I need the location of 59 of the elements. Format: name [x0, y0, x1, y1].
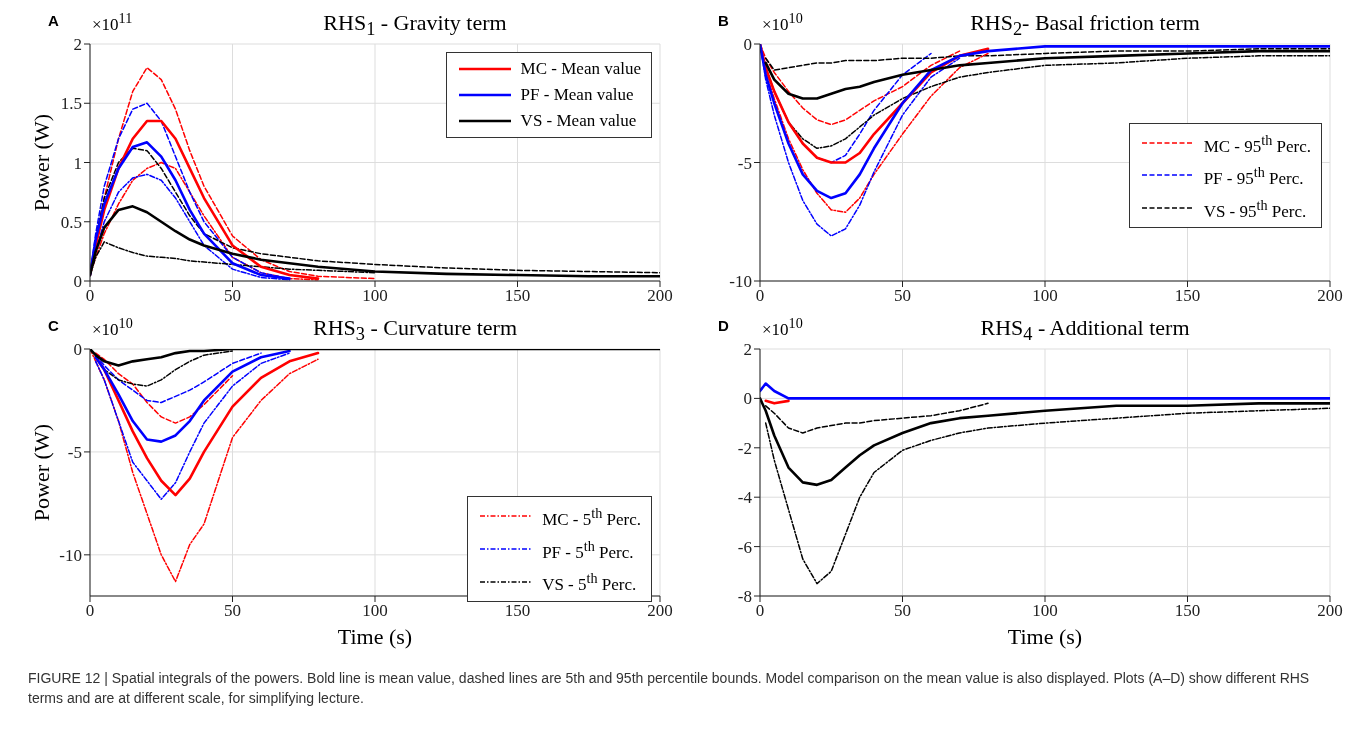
- legend-label: MC - 5$^{th}$ Perc.: [542, 504, 641, 531]
- y-tick-label: -5: [737, 153, 752, 173]
- text: ×10$^{10}$: [92, 315, 133, 339]
- y-tick-label: 0.5: [60, 212, 82, 232]
- text: ×10$^{10}$: [762, 315, 803, 339]
- legend-label: PF - 95$^{th}$ Perc.: [1203, 163, 1304, 190]
- legend-label: VS - 5$^{th}$ Perc.: [542, 569, 637, 596]
- x-tick-label: 200: [1317, 286, 1343, 306]
- chart-title: RHS$_{4}$ - Additional term: [980, 315, 1190, 345]
- text: ×10$^{10}$: [762, 10, 803, 34]
- x-tick-label: 100: [1032, 601, 1058, 621]
- x-tick-label: 150: [504, 286, 531, 306]
- y-tick-label: -4: [737, 488, 753, 508]
- y-tick-label: 0: [743, 389, 752, 409]
- y-tick-label: 1: [73, 153, 82, 173]
- y-tick-label: 1.5: [60, 94, 82, 114]
- x-tick-label: 200: [647, 286, 673, 306]
- y-tick-label: -6: [737, 537, 752, 557]
- x-tick-label: 100: [362, 286, 388, 306]
- text: ×10$^{11}$: [92, 10, 133, 34]
- y-tick-label: -2: [737, 438, 752, 458]
- x-tick-label: 150: [1174, 601, 1201, 621]
- legend-label: PF - Mean value: [520, 84, 634, 106]
- y-tick-label: 2: [743, 340, 752, 360]
- y-tick-label: 0: [73, 272, 82, 292]
- y-tick-label: 2: [73, 35, 82, 55]
- y-tick-label: -10: [729, 272, 752, 292]
- x-tick-label: 50: [894, 286, 911, 306]
- legend-label: MC - Mean value: [520, 58, 641, 80]
- x-tick-label: 100: [362, 601, 388, 621]
- legend-label: PF - 5$^{th}$ Perc.: [542, 536, 634, 564]
- x-tick-label: 200: [647, 601, 673, 621]
- chart-title: RHS$_{3}$ - Curvature term: [312, 315, 518, 345]
- x-tick-label: 50: [894, 601, 911, 621]
- chart-title: RHS$_{1}$ - Gravity term: [323, 10, 507, 40]
- x-tick-label: 50: [224, 286, 241, 306]
- y-axis-title: Power (W): [29, 113, 55, 212]
- y-tick-label: 0: [743, 35, 752, 55]
- legend-label: VS - 95$^{th}$ Perc.: [1203, 195, 1307, 223]
- text: B: [718, 12, 729, 29]
- x-axis-title: Time (s): [1006, 624, 1084, 650]
- x-tick-label: 50: [224, 601, 241, 621]
- x-tick-label: 100: [1032, 286, 1058, 306]
- y-tick-label: 0: [73, 340, 82, 360]
- y-axis-title: Power (W): [29, 423, 55, 522]
- caption: FIGURE 12 | Spatial integrals of the powers. Bold line is mean value, dashed lines are 5th and 95th percentile bounds. Model comparison on the mean value is also displayed. Plots (A–D) show different RHS terms and are at different scale, for simplifying lecture.: [28, 670, 1310, 706]
- legend-label: MC - 95$^{th}$ Perc.: [1203, 130, 1311, 158]
- x-tick-label: 200: [1317, 601, 1343, 621]
- y-tick-label: -5: [67, 442, 82, 462]
- x-tick-label: 150: [504, 601, 531, 621]
- text: A: [48, 12, 59, 29]
- x-axis-title: Time (s): [336, 624, 414, 650]
- text: C: [48, 317, 59, 334]
- legend-label: VS - Mean value: [520, 110, 637, 132]
- chart-title: RHS$_{2}$- Basal friction term: [970, 10, 1200, 40]
- y-tick-label: -10: [59, 545, 82, 565]
- text: D: [718, 317, 729, 334]
- x-tick-label: 150: [1174, 286, 1201, 306]
- y-tick-label: -8: [737, 587, 752, 607]
